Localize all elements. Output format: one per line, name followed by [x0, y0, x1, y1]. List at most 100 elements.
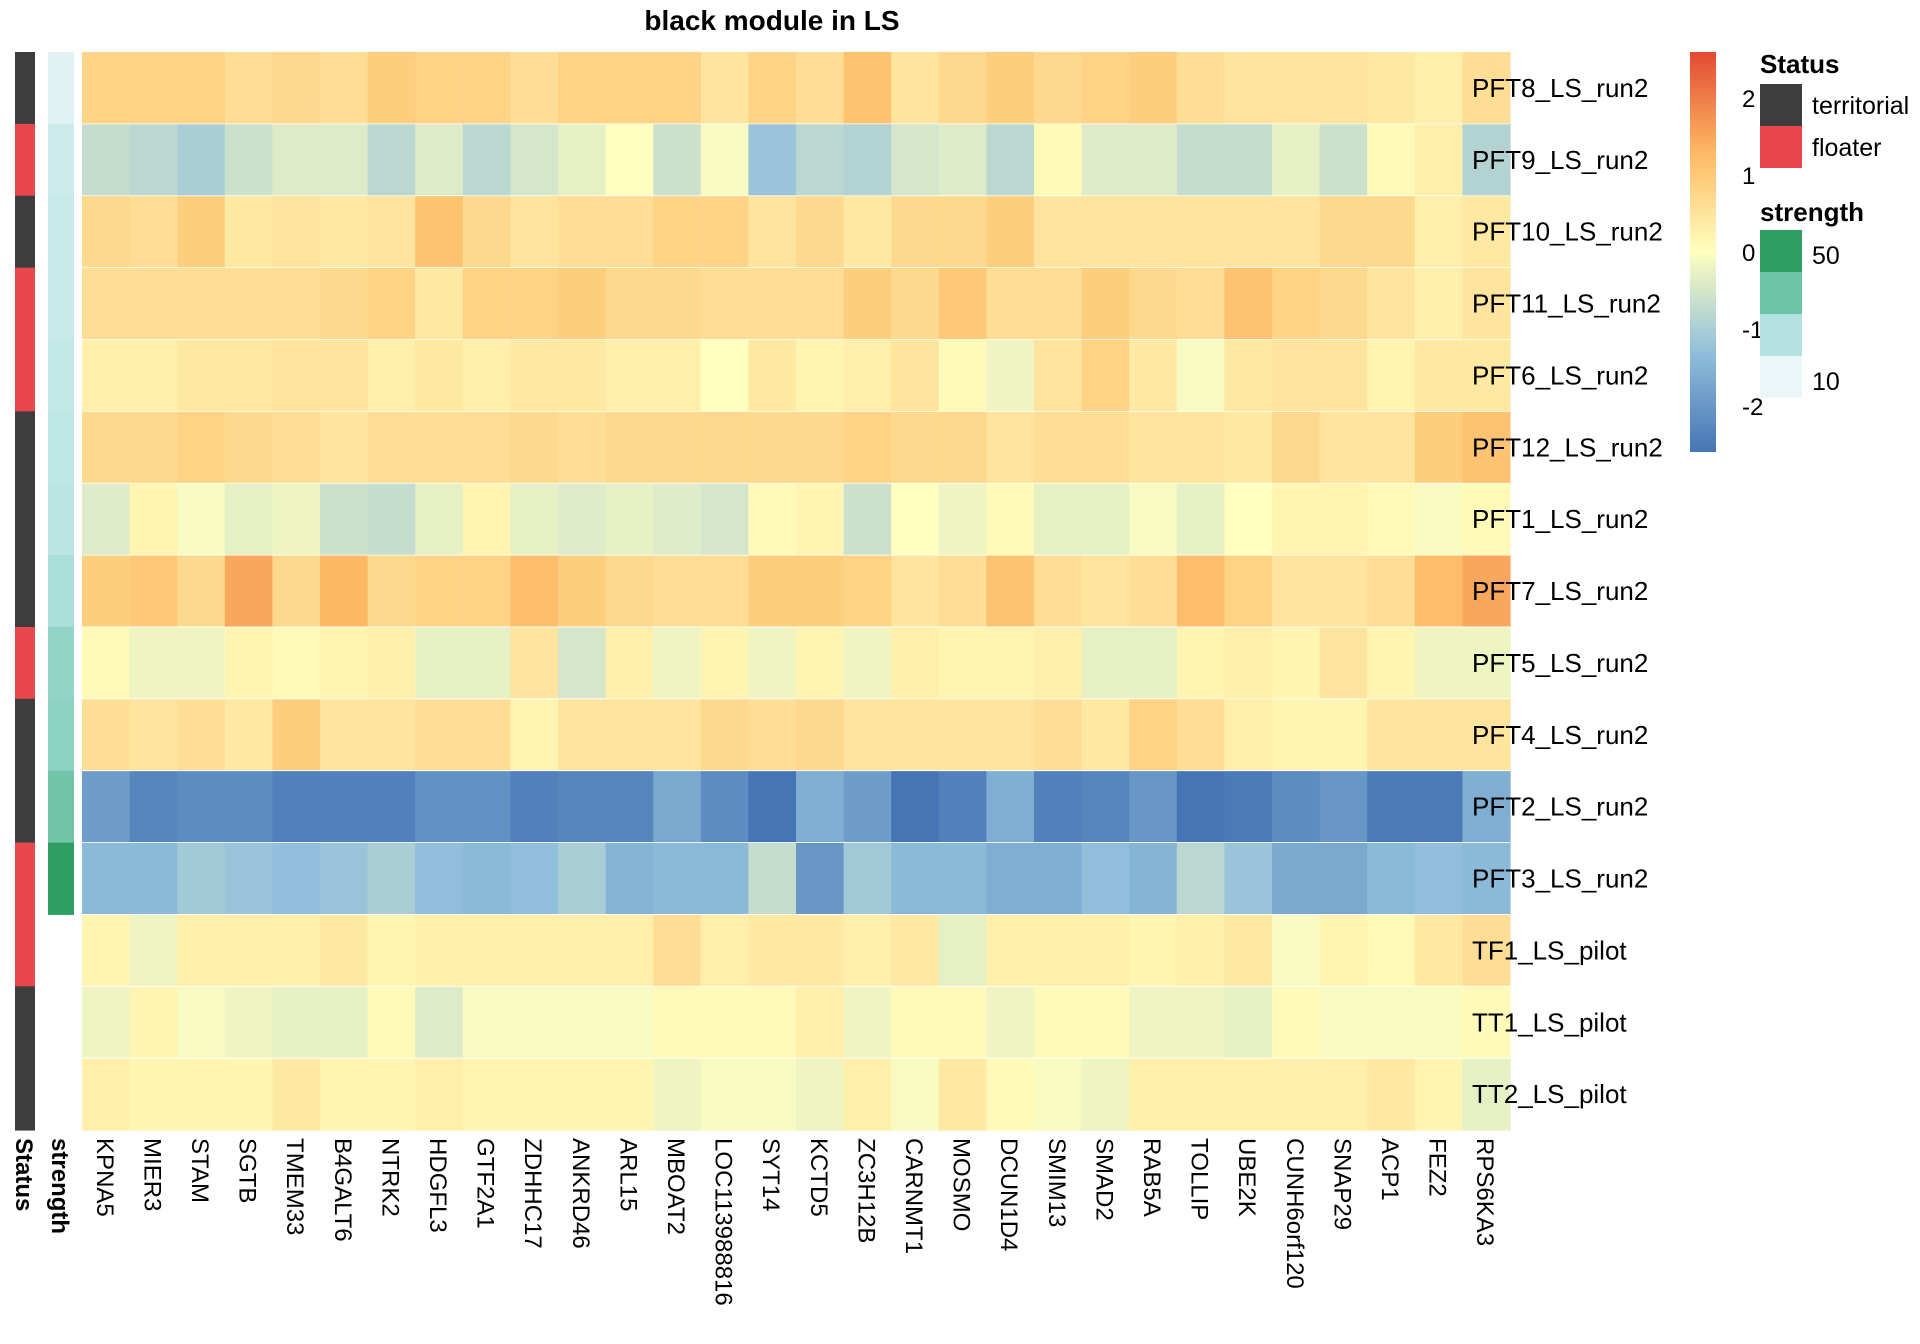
- heatmap-cells: [82, 52, 1511, 1131]
- heatmap-cell: [1367, 195, 1416, 269]
- heatmap-cell: [891, 555, 940, 628]
- heatmap-cell: [510, 555, 559, 628]
- heatmap-cell: [558, 986, 607, 1059]
- strength-cell: [48, 123, 74, 197]
- heatmap-cell: [177, 1058, 226, 1131]
- heatmap-cell: [367, 770, 416, 844]
- heatmap-cell: [1224, 483, 1273, 556]
- heatmap-cell: [653, 123, 702, 197]
- heatmap-cell: [1462, 914, 1511, 987]
- heatmap-cell: [1176, 842, 1225, 916]
- heatmap-cell: [320, 626, 369, 700]
- heatmap-cell: [653, 914, 702, 987]
- heatmap-cell: [1272, 411, 1321, 484]
- heatmap-cell: [938, 555, 987, 628]
- heatmap-cell: [700, 123, 749, 197]
- heatmap-cell: [1319, 52, 1368, 125]
- heatmap-cell: [1224, 1058, 1273, 1131]
- heatmap-cell: [1462, 411, 1511, 484]
- heatmap-cell: [653, 986, 702, 1059]
- heatmap-cell: [605, 770, 654, 844]
- heatmap-cell: [82, 555, 131, 628]
- color-scale-tick-label: 0: [1742, 240, 1755, 267]
- heatmap-cell: [843, 123, 892, 197]
- chart-title: black module in LS: [644, 5, 899, 36]
- heatmap-cell: [129, 770, 178, 844]
- heatmap-cell: [700, 986, 749, 1059]
- heatmap-cell: [129, 52, 178, 125]
- heatmap-cell: [415, 914, 464, 987]
- heatmap-cell: [129, 842, 178, 916]
- column-label: ZDHHC17: [519, 1138, 546, 1249]
- heatmap-cell: [1034, 195, 1083, 269]
- heatmap-cell: [1414, 339, 1463, 412]
- heatmap-cell: [653, 555, 702, 628]
- heatmap-cell: [1272, 842, 1321, 916]
- heatmap-cell: [1081, 626, 1130, 700]
- heatmap-cell: [1414, 770, 1463, 844]
- heatmap-cell: [748, 195, 797, 269]
- heatmap-cell: [1367, 770, 1416, 844]
- column-label: RPS6KA3: [1471, 1138, 1498, 1246]
- heatmap-cell: [700, 555, 749, 628]
- strength-cell: [48, 339, 74, 412]
- heatmap-cell: [1414, 626, 1463, 700]
- heatmap-cell: [796, 123, 845, 197]
- heatmap-cell: [605, 626, 654, 700]
- strength-cell: [48, 626, 74, 700]
- column-label: ZC3H12B: [852, 1138, 879, 1243]
- heatmap-cell: [558, 52, 607, 125]
- heatmap-cell: [272, 339, 321, 412]
- heatmap-cell: [1034, 52, 1083, 125]
- heatmap-cell: [653, 842, 702, 916]
- column-label: ACP1: [1376, 1138, 1403, 1201]
- heatmap-cell: [1272, 555, 1321, 628]
- heatmap-cell: [986, 267, 1035, 341]
- column-label: ANKRD46: [567, 1138, 594, 1249]
- status-annotation-column: [15, 52, 35, 1131]
- heatmap-cell: [1272, 626, 1321, 700]
- heatmap-cell: [1129, 339, 1178, 412]
- color-scale-tick-label: 1: [1742, 163, 1755, 190]
- heatmap-cell: [177, 626, 226, 700]
- row-label: TT2_LS_pilot: [1472, 1079, 1627, 1109]
- strength-legend: strength 50 10: [1760, 197, 1864, 398]
- heatmap-cell: [796, 770, 845, 844]
- heatmap-cell: [1367, 626, 1416, 700]
- heatmap-cell: [1224, 698, 1273, 772]
- heatmap-cell: [1129, 986, 1178, 1059]
- row-label: TT1_LS_pilot: [1472, 1007, 1627, 1037]
- heatmap-cell: [320, 267, 369, 341]
- heatmap-cell: [1414, 842, 1463, 916]
- heatmap-cell: [320, 483, 369, 556]
- heatmap-cell: [1367, 411, 1416, 484]
- heatmap-cell: [1319, 411, 1368, 484]
- heatmap-cell: [1081, 1058, 1130, 1131]
- heatmap-cell: [1176, 986, 1225, 1059]
- row-label: PFT3_LS_run2: [1472, 864, 1648, 894]
- heatmap-cell: [82, 698, 131, 772]
- heatmap-cell: [1272, 267, 1321, 341]
- heatmap-cell: [320, 770, 369, 844]
- heatmap-cell: [748, 483, 797, 556]
- heatmap-cell: [224, 411, 273, 484]
- heatmap-cell: [748, 1058, 797, 1131]
- heatmap-cell: [986, 555, 1035, 628]
- color-scale-tick-label: -2: [1742, 394, 1763, 421]
- heatmap-cell: [177, 483, 226, 556]
- heatmap-cell: [415, 195, 464, 269]
- heatmap-cell: [653, 267, 702, 341]
- heatmap-cell: [272, 195, 321, 269]
- heatmap-cell: [700, 914, 749, 987]
- heatmap-cell: [415, 626, 464, 700]
- heatmap-cell: [415, 698, 464, 772]
- heatmap-cell: [1129, 770, 1178, 844]
- color-scale-tick-label: -1: [1742, 317, 1763, 344]
- heatmap-cell: [1462, 1058, 1511, 1131]
- heatmap-cell: [1129, 698, 1178, 772]
- heatmap-cell: [700, 483, 749, 556]
- heatmap-cell: [986, 52, 1035, 125]
- heatmap-cell: [1414, 914, 1463, 987]
- row-label: PFT2_LS_run2: [1472, 792, 1648, 822]
- heatmap-cell: [272, 626, 321, 700]
